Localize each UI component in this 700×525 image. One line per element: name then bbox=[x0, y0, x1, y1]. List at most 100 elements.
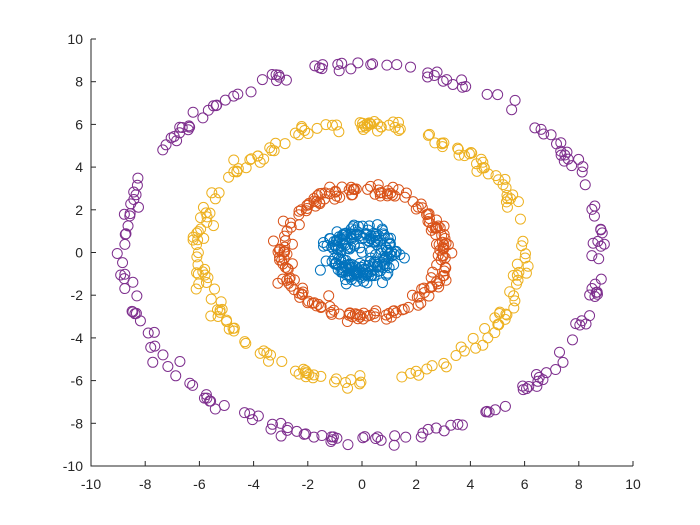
data-point bbox=[201, 392, 213, 404]
data-point bbox=[252, 410, 264, 422]
data-point bbox=[377, 254, 389, 266]
data-point bbox=[481, 405, 493, 417]
data-point bbox=[347, 189, 359, 201]
data-point bbox=[359, 431, 371, 443]
data-point bbox=[557, 356, 569, 368]
data-point bbox=[245, 153, 257, 165]
data-point bbox=[413, 291, 425, 303]
data-point bbox=[471, 165, 483, 177]
x-tick-label: 6 bbox=[521, 476, 529, 492]
data-point bbox=[286, 238, 298, 250]
data-point bbox=[170, 370, 182, 382]
data-point bbox=[299, 367, 311, 379]
data-point bbox=[200, 276, 212, 288]
data-point bbox=[493, 308, 505, 320]
data-point bbox=[349, 265, 361, 277]
data-point bbox=[244, 408, 256, 420]
data-point bbox=[129, 308, 141, 320]
data-point bbox=[364, 118, 376, 130]
data-point bbox=[283, 277, 295, 289]
data-point bbox=[374, 190, 386, 202]
data-point bbox=[555, 149, 567, 161]
data-point bbox=[508, 302, 520, 314]
data-point bbox=[289, 127, 301, 139]
x-tick-label: -4 bbox=[247, 476, 260, 492]
data-point bbox=[400, 187, 412, 199]
data-point bbox=[239, 407, 251, 419]
data-point bbox=[208, 220, 219, 232]
data-point bbox=[209, 193, 221, 205]
data-point bbox=[147, 356, 159, 368]
data-point bbox=[432, 278, 444, 290]
data-point bbox=[586, 250, 598, 262]
data-point bbox=[174, 127, 186, 139]
data-point bbox=[342, 439, 354, 451]
data-point bbox=[124, 210, 136, 222]
data-point bbox=[430, 229, 442, 241]
data-point bbox=[535, 123, 547, 135]
data-point bbox=[555, 145, 567, 157]
data-point bbox=[326, 434, 338, 446]
data-point bbox=[202, 104, 214, 116]
data-point bbox=[430, 422, 442, 434]
data-point bbox=[394, 249, 406, 261]
data-point bbox=[276, 355, 288, 367]
data-point bbox=[118, 208, 130, 220]
data-point bbox=[336, 181, 348, 193]
data-point bbox=[372, 230, 384, 242]
data-point bbox=[115, 269, 127, 281]
data-point bbox=[328, 235, 340, 247]
data-point bbox=[285, 221, 297, 233]
data-point bbox=[467, 332, 479, 344]
data-point bbox=[573, 153, 585, 165]
data-point bbox=[438, 425, 450, 437]
data-point bbox=[187, 379, 199, 391]
data-point bbox=[219, 94, 231, 106]
data-point bbox=[415, 297, 427, 309]
series-4 bbox=[111, 57, 610, 451]
data-point bbox=[336, 57, 348, 69]
data-point bbox=[336, 229, 348, 241]
y-tick-label: -2 bbox=[71, 287, 84, 303]
data-point bbox=[387, 116, 399, 128]
data-point bbox=[197, 112, 209, 124]
data-point bbox=[198, 392, 210, 404]
data-point bbox=[437, 250, 449, 262]
data-point bbox=[329, 185, 341, 197]
data-point bbox=[340, 376, 352, 388]
data-point bbox=[513, 266, 525, 278]
data-point bbox=[302, 128, 314, 140]
data-point bbox=[370, 433, 382, 445]
data-point bbox=[555, 137, 567, 149]
data-point bbox=[265, 423, 277, 435]
data-point bbox=[591, 286, 603, 298]
data-point bbox=[300, 371, 312, 383]
data-point bbox=[436, 230, 448, 242]
data-point bbox=[383, 252, 395, 264]
data-point bbox=[308, 431, 320, 443]
y-tick-label: -6 bbox=[71, 373, 84, 389]
data-point bbox=[517, 380, 529, 392]
data-point bbox=[499, 400, 511, 412]
data-point bbox=[345, 181, 357, 193]
data-point bbox=[416, 283, 428, 295]
data-point bbox=[479, 323, 491, 335]
data-point bbox=[263, 355, 274, 367]
data-point bbox=[505, 193, 517, 205]
data-point bbox=[157, 349, 169, 361]
data-point bbox=[531, 380, 543, 392]
data-point bbox=[324, 233, 336, 245]
data-point bbox=[127, 306, 139, 318]
data-point bbox=[197, 201, 209, 213]
data-point bbox=[351, 275, 363, 287]
data-point bbox=[370, 234, 382, 246]
x-tick-label: 10 bbox=[625, 476, 641, 492]
data-point bbox=[334, 191, 346, 203]
data-point bbox=[254, 347, 266, 359]
data-point bbox=[509, 94, 521, 106]
data-point bbox=[358, 275, 370, 287]
data-point bbox=[458, 345, 470, 357]
data-point bbox=[215, 296, 227, 308]
data-point bbox=[348, 269, 360, 281]
x-tick-label: -2 bbox=[302, 476, 315, 492]
